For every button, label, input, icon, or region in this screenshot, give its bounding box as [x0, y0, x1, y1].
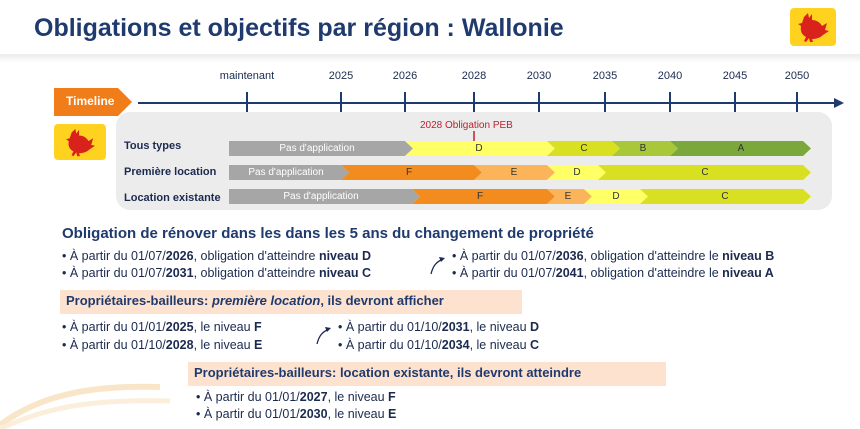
- peb-annotation: 2028 Obligation PEB: [420, 120, 513, 131]
- bar-segment: [584, 189, 648, 204]
- bar-segment: [547, 189, 592, 204]
- segment-label: A: [737, 143, 745, 154]
- segment-label: B: [639, 143, 647, 154]
- renovation-item: • À partir du 01/07/2026, obligation d'a…: [62, 249, 372, 263]
- bar-segment: [640, 189, 811, 204]
- segment-label: E: [564, 191, 572, 202]
- bar-segment: [547, 141, 620, 156]
- timeline-tick-label: maintenant: [219, 70, 275, 82]
- segment-label: Pas d'application: [279, 143, 355, 154]
- row-label-tous-types: Tous types: [124, 140, 182, 152]
- timeline-tick-label: 2045: [722, 70, 748, 82]
- timeline-tick-label: 2040: [657, 70, 683, 82]
- renovation-item: • À partir du 01/07/2041, obligation d'a…: [452, 266, 774, 280]
- timeline-tick-label: 2028: [461, 70, 487, 82]
- wallonia-logo: [790, 8, 836, 46]
- wallonia-logo-small: [54, 124, 106, 160]
- bar-segment: [412, 189, 555, 204]
- timeline-tick-label: 2030: [526, 70, 552, 82]
- bar-segment: [612, 141, 678, 156]
- segment-label: F: [476, 191, 484, 202]
- timeline-bars: [229, 141, 811, 204]
- renovation-item: • À partir du 01/07/2031, obligation d'a…: [62, 266, 372, 280]
- segment-label: D: [573, 167, 581, 178]
- segment-label: D: [612, 191, 620, 202]
- segment-label: F: [405, 167, 413, 178]
- wallonia-rooster-icon: [65, 128, 95, 157]
- bar-segment: [229, 165, 349, 180]
- title-divider: [0, 54, 860, 63]
- bar-segment: [229, 141, 413, 156]
- bar-segment: [474, 165, 555, 180]
- premiere-location-item: • À partir du 01/10/2031, le niveau D: [338, 320, 540, 334]
- timeline-tick-label: 2050: [784, 70, 810, 82]
- timeline-axis: [138, 92, 844, 114]
- wallonia-rooster-icon: [798, 13, 829, 42]
- segment-label: C: [721, 191, 729, 202]
- timeline-tick-label: 2025: [328, 70, 354, 82]
- bar-segment: [405, 141, 555, 156]
- bar-segment: [670, 141, 811, 156]
- row-label-premiere-location: Première location: [124, 166, 217, 178]
- segment-label: E: [510, 167, 518, 178]
- bar-segment: [229, 189, 420, 204]
- renovation-item: • À partir du 01/07/2036, obligation d'a…: [452, 249, 775, 263]
- curved-arrow-icon: [316, 327, 331, 345]
- segment-label: Pas d'application: [283, 191, 359, 202]
- segment-label: C: [701, 167, 709, 178]
- premiere-location-item: • À partir du 01/10/2028, le niveau E: [62, 338, 263, 352]
- timeline-tick-label: 2035: [592, 70, 618, 82]
- bar-segment: [598, 165, 811, 180]
- location-existante-box: Propriétaires-bailleurs: location exista…: [188, 362, 666, 386]
- timeline-label: Timeline: [66, 94, 115, 108]
- bar-segment: [547, 165, 606, 180]
- timeline-badge: Timeline: [54, 88, 132, 116]
- segment-label: C: [580, 143, 588, 154]
- row-label-location-existante: Location existante: [124, 192, 221, 204]
- premiere-location-box: Propriétaires-bailleurs: première locati…: [60, 290, 522, 314]
- location-existante-item: • À partir du 01/01/2030, le niveau E: [196, 407, 397, 421]
- segment-label: D: [475, 143, 483, 154]
- bar-segment: [341, 165, 482, 180]
- renovation-heading: Obligation de rénover dans les dans les …: [62, 225, 594, 242]
- timeline-tick-label: 2026: [392, 70, 418, 82]
- premiere-location-item: • À partir du 01/10/2034, le niveau C: [338, 338, 540, 352]
- decorative-arcs: [0, 383, 170, 429]
- page-title: Obligations et objectifs par région : Wa…: [34, 14, 564, 42]
- curved-arrow-icon: [430, 257, 445, 275]
- location-existante-item: • À partir du 01/01/2027, le niveau F: [196, 390, 396, 404]
- segment-label: Pas d'application: [248, 167, 324, 178]
- premiere-location-item: • À partir du 01/01/2025, le niveau F: [62, 320, 262, 334]
